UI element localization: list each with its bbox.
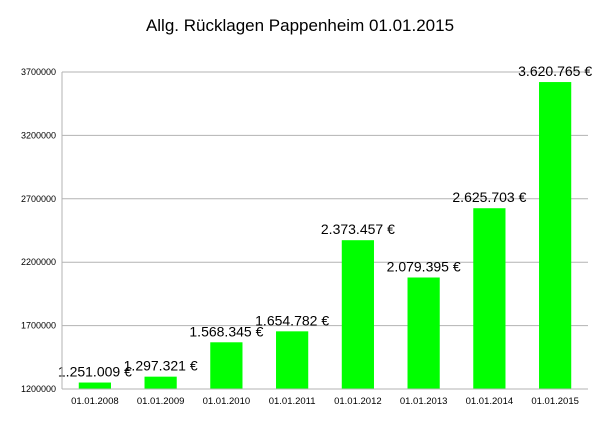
x-tick-label: 01.01.2013 (400, 396, 448, 407)
data-label: 1.568.345 € (189, 323, 263, 339)
data-label: 2.373.457 € (321, 221, 395, 237)
bar (473, 208, 506, 389)
chart-title: Allg. Rücklagen Pappenheim 01.01.2015 (146, 16, 454, 35)
bar (539, 82, 572, 389)
bar (78, 382, 111, 389)
x-tick-label: 01.01.2014 (466, 396, 514, 407)
x-tick-label: 01.01.2011 (269, 396, 316, 407)
data-label: 2.079.395 € (387, 258, 461, 274)
data-label: 1.297.321 € (124, 358, 198, 374)
data-labels: 1.251.009 €1.297.321 € 1.568.345 €1.654.7… (58, 63, 592, 379)
bar (276, 331, 309, 389)
data-label: 3.620.765 € (518, 63, 592, 79)
data-label: 2.625.703 € (452, 189, 526, 205)
x-axis-ticks: 01.01.2008 01.01.2009 01.01.2010 01.01.2011… (71, 396, 579, 407)
bar (144, 376, 177, 389)
bar (341, 240, 374, 389)
y-tick-label: 3700000 (21, 67, 56, 77)
x-tick-label: 01.01.2008 (71, 396, 119, 407)
x-tick-label: 01.01.2010 (203, 396, 251, 407)
y-tick-label: 1700000 (21, 321, 56, 331)
data-label: 1.251.009 € (58, 364, 132, 380)
bar (210, 342, 243, 389)
x-tick-label: 01.01.2009 (137, 396, 185, 407)
y-tick-label: 2700000 (21, 194, 56, 204)
x-tick-label: 01.01.2015 (531, 396, 579, 407)
bar (407, 277, 440, 389)
data-label: 1.654.782 € (255, 312, 329, 328)
y-axis-ticks: 1200000 1700000 2200000 2700000 3200000 37000… (21, 67, 56, 394)
bars (78, 82, 572, 389)
y-tick-label: 3200000 (21, 130, 56, 140)
x-tick-label: 01.01.2012 (334, 396, 382, 407)
y-tick-label: 2200000 (21, 257, 56, 267)
y-tick-label: 1200000 (21, 384, 56, 394)
